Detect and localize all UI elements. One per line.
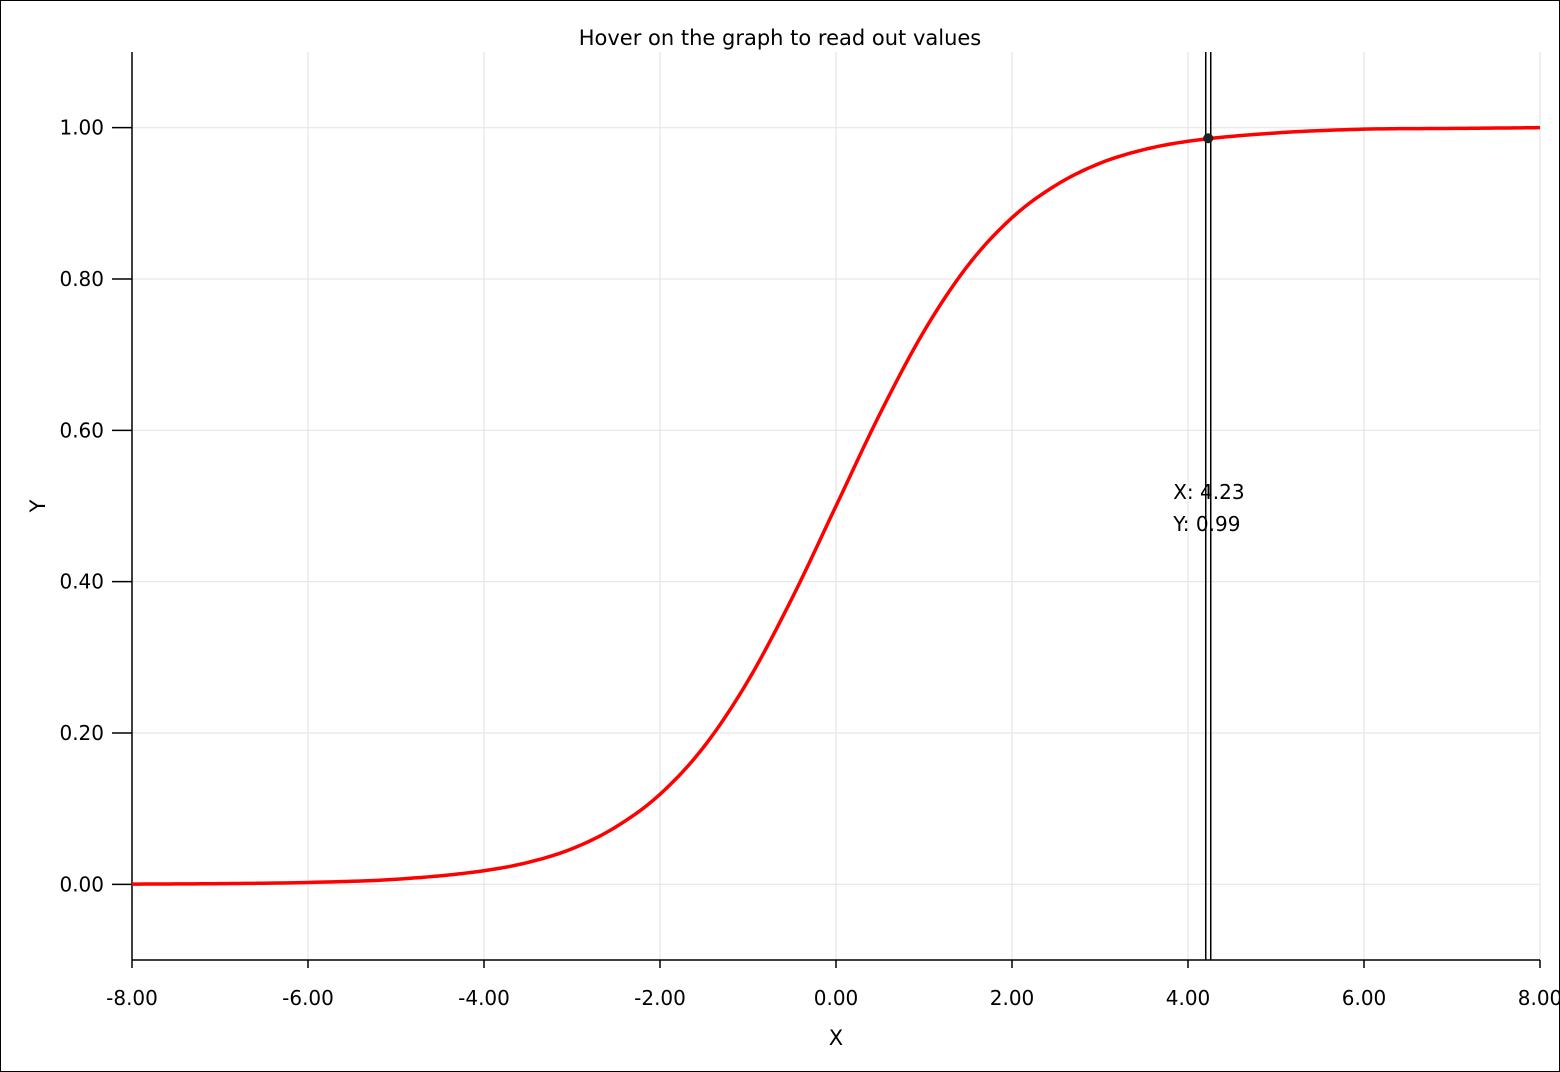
chart-title: Hover on the graph to read out values	[579, 26, 982, 50]
y-tick-label: 0.00	[59, 872, 104, 896]
x-tick-label: -8.00	[106, 986, 158, 1010]
x-tick-label: -2.00	[634, 986, 686, 1010]
y-axis-label: Y	[26, 499, 50, 513]
x-tick-label: 4.00	[1166, 986, 1211, 1010]
cursor-y-readout: Y: 0.99	[1172, 512, 1240, 536]
series-line	[131, 125, 1541, 886]
series-layer	[131, 125, 1541, 886]
cursor-layer[interactable]: X: 4.23 Y: 0.99	[1172, 52, 1245, 960]
y-tick-label: 0.80	[59, 267, 104, 291]
x-tick-label: 0.00	[814, 986, 859, 1010]
y-tick-label: 0.20	[59, 721, 104, 745]
axes-layer: -8.00 -6.00 -4.00 -2.00 0.00 2.00 4.00 6.00 8.00…	[59, 52, 1560, 1010]
x-tick-label: 6.00	[1342, 986, 1387, 1010]
grid-layer	[132, 52, 1541, 960]
cursor-point[interactable]	[1203, 133, 1214, 144]
cursor-x-readout: X: 4.23	[1173, 480, 1244, 504]
x-tick-label: 8.00	[1518, 986, 1560, 1010]
x-tick-label: -6.00	[282, 986, 334, 1010]
y-tick-label: 1.00	[59, 116, 104, 140]
y-tick-label: 0.60	[59, 418, 104, 442]
x-tick-label: -4.00	[458, 986, 510, 1010]
x-axis-label: X	[829, 1026, 843, 1050]
x-tick-label: 2.00	[990, 986, 1035, 1010]
y-tick-label: 0.40	[59, 570, 104, 594]
